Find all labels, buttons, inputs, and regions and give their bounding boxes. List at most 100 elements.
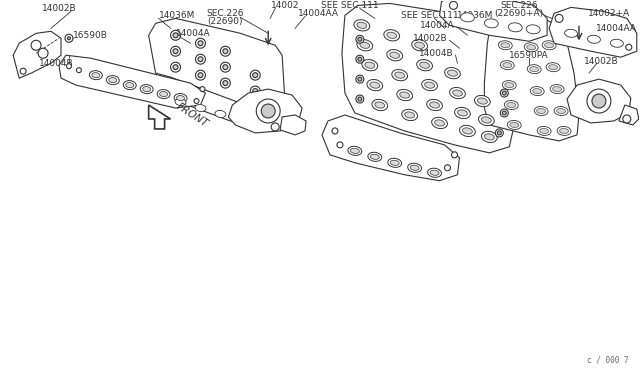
Circle shape — [356, 35, 364, 43]
Ellipse shape — [484, 134, 494, 140]
Ellipse shape — [557, 126, 571, 135]
Ellipse shape — [502, 81, 516, 90]
Ellipse shape — [348, 146, 362, 155]
Circle shape — [195, 70, 205, 80]
Circle shape — [587, 89, 611, 113]
Ellipse shape — [109, 78, 116, 83]
Circle shape — [223, 81, 228, 86]
Circle shape — [592, 94, 606, 108]
Circle shape — [358, 57, 362, 61]
Ellipse shape — [530, 87, 544, 96]
Ellipse shape — [371, 154, 380, 159]
Ellipse shape — [430, 170, 439, 175]
Circle shape — [253, 73, 258, 78]
Ellipse shape — [417, 60, 433, 71]
Ellipse shape — [530, 67, 539, 72]
Circle shape — [171, 46, 180, 56]
Circle shape — [220, 62, 230, 72]
Ellipse shape — [375, 102, 385, 108]
Circle shape — [445, 165, 451, 171]
Ellipse shape — [540, 128, 548, 134]
Circle shape — [253, 89, 258, 94]
Ellipse shape — [360, 42, 370, 48]
Polygon shape — [13, 31, 61, 78]
Ellipse shape — [435, 120, 444, 126]
Circle shape — [500, 109, 508, 117]
Circle shape — [449, 1, 458, 9]
Circle shape — [198, 41, 203, 46]
Ellipse shape — [412, 40, 428, 51]
Text: c / 000 7: c / 000 7 — [587, 355, 629, 364]
Ellipse shape — [92, 73, 100, 78]
Circle shape — [194, 99, 199, 103]
Ellipse shape — [552, 87, 561, 92]
Text: 16590PA: 16590PA — [509, 51, 549, 60]
Circle shape — [173, 33, 178, 38]
Ellipse shape — [420, 62, 429, 68]
Ellipse shape — [174, 93, 187, 103]
Ellipse shape — [559, 128, 568, 134]
Ellipse shape — [215, 110, 226, 118]
Circle shape — [497, 131, 501, 135]
Circle shape — [502, 91, 506, 95]
Circle shape — [256, 99, 280, 123]
Ellipse shape — [454, 108, 470, 119]
Text: 14004AA: 14004AA — [596, 24, 637, 33]
Circle shape — [31, 40, 41, 50]
Ellipse shape — [527, 65, 541, 74]
Text: 14004A: 14004A — [175, 29, 210, 38]
Ellipse shape — [365, 62, 375, 68]
Circle shape — [358, 37, 362, 41]
Ellipse shape — [195, 105, 206, 112]
Polygon shape — [440, 0, 547, 41]
Text: 14004B: 14004B — [38, 59, 74, 68]
Ellipse shape — [445, 68, 460, 79]
Ellipse shape — [500, 61, 515, 70]
Polygon shape — [484, 12, 579, 141]
Ellipse shape — [449, 87, 465, 99]
Ellipse shape — [235, 115, 246, 122]
Circle shape — [198, 57, 203, 62]
Ellipse shape — [90, 71, 102, 80]
Text: 14036M: 14036M — [159, 11, 195, 20]
Ellipse shape — [368, 152, 381, 161]
Ellipse shape — [351, 148, 359, 153]
Text: (22690+A): (22690+A) — [495, 9, 544, 18]
Ellipse shape — [452, 90, 462, 96]
Circle shape — [358, 97, 362, 101]
Polygon shape — [549, 7, 637, 57]
Ellipse shape — [499, 41, 512, 50]
Circle shape — [451, 152, 458, 158]
Circle shape — [76, 68, 81, 73]
Ellipse shape — [507, 103, 516, 108]
Polygon shape — [228, 89, 302, 133]
Ellipse shape — [505, 83, 514, 88]
Circle shape — [223, 65, 228, 70]
Ellipse shape — [527, 45, 536, 50]
Ellipse shape — [524, 43, 538, 52]
Ellipse shape — [460, 125, 476, 137]
Ellipse shape — [588, 35, 600, 43]
Ellipse shape — [447, 70, 458, 76]
Polygon shape — [342, 3, 515, 153]
Circle shape — [500, 89, 508, 97]
Ellipse shape — [510, 122, 519, 128]
Ellipse shape — [481, 131, 497, 142]
Circle shape — [65, 34, 73, 42]
Ellipse shape — [372, 99, 388, 110]
Ellipse shape — [611, 39, 623, 47]
Ellipse shape — [545, 43, 554, 48]
Ellipse shape — [354, 20, 370, 31]
Ellipse shape — [429, 102, 440, 108]
Ellipse shape — [408, 163, 422, 172]
Circle shape — [250, 86, 260, 96]
Ellipse shape — [415, 42, 424, 48]
Text: SEE SEC.111: SEE SEC.111 — [321, 1, 379, 10]
Polygon shape — [148, 105, 171, 129]
Ellipse shape — [554, 106, 568, 116]
Ellipse shape — [481, 117, 492, 123]
Ellipse shape — [177, 96, 184, 100]
Ellipse shape — [537, 126, 551, 135]
Ellipse shape — [106, 76, 119, 84]
Ellipse shape — [384, 30, 399, 41]
